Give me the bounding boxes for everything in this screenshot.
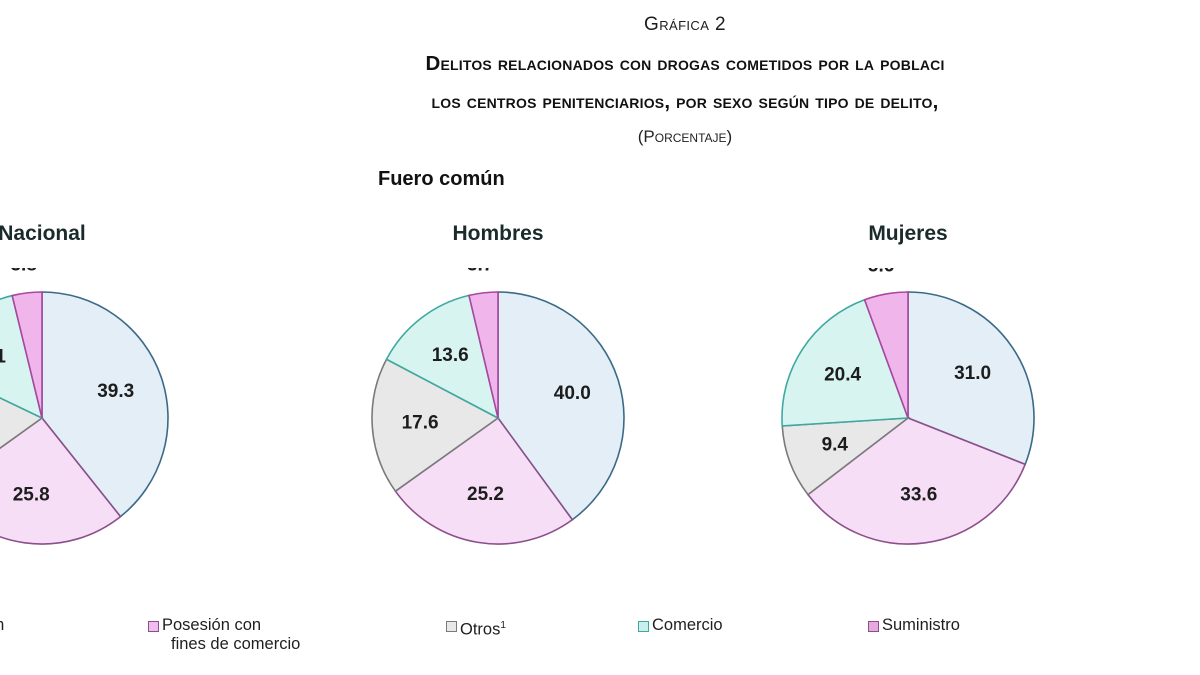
pie-slice — [468, 291, 499, 419]
pie-slice — [907, 291, 1035, 466]
pie-slice — [371, 358, 500, 493]
legend-swatch-otros-icon — [446, 621, 457, 632]
pie-slice — [41, 291, 169, 518]
pie-slice-value-label: 20.4 — [824, 364, 861, 385]
pie-slice — [394, 416, 574, 545]
chart-title-line-2: los centros penitenciarios, por sexo seg… — [431, 90, 939, 113]
pie-slice-value-label: 25.2 — [467, 484, 504, 505]
legend-label-suministro: Suministro — [882, 616, 960, 634]
section-label-fuero-comun: Fuero común — [378, 168, 505, 190]
pie-title-mujeres: Mujeres — [868, 222, 948, 245]
pie-chart-hombres: 40.0 25.2 17.6 13.6 3.7 — [358, 268, 638, 568]
legend-swatch-suministro-icon — [868, 621, 879, 632]
pie-slice-value-label: 4.1 — [0, 346, 6, 367]
pie-slice — [781, 298, 910, 427]
legend-item-suministro[interactable]: Suministro — [868, 616, 960, 635]
pie-panel-mujeres: Mujeres 31.0 33.6 9.4 20.4 5.6 — [758, 210, 1058, 580]
pie-chart-mujeres: 31.0 33.6 9.4 20.4 5.6 — [768, 268, 1048, 568]
legend-label-otros: Otros1 — [460, 620, 506, 639]
legend-label-posesion: ón — [0, 616, 4, 635]
pie-slice-value-label: 39.3 — [97, 381, 134, 402]
pie-slice-value-label: 3.7 — [467, 268, 493, 275]
pie-chart-nacional: 39.325.87.04.13.8 — [0, 268, 182, 568]
legend-swatch-comercio-icon — [638, 621, 649, 632]
legend-item-posesion[interactable]: ón — [0, 616, 4, 635]
chart-title-line-1: Delitos relacionados con drogas cometido… — [425, 52, 945, 75]
legend-item-posesion-con-fines-de-comercio[interactable]: Posesión con fines de comercio — [148, 616, 300, 654]
chart-unit-subtitle: (Porcentaje) — [637, 127, 733, 146]
pie-slice — [11, 291, 43, 419]
pie-slice-value-label: 17.6 — [402, 412, 439, 433]
legend-label-comercio: Comercio — [652, 616, 723, 634]
pie-slice — [806, 417, 1027, 545]
pie-slice-value-label: 33.6 — [900, 484, 937, 505]
pie-title-nacional: Nacional — [0, 222, 86, 245]
pie-slice-value-label: 3.8 — [10, 268, 36, 275]
pie-slice — [385, 294, 500, 420]
pie-slice — [863, 291, 909, 419]
legend-item-otros[interactable]: Otros1 — [446, 616, 506, 640]
pie-panel-hombres: Hombres 40.0 25.2 17.6 13.6 3.7 — [348, 210, 648, 580]
pie-slice-value-label: 31.0 — [954, 363, 991, 384]
pie-slice-value-label: 25.8 — [13, 484, 50, 505]
graph-number: Gráfica 2 — [644, 14, 726, 35]
legend-item-comercio[interactable]: Comercio — [638, 616, 723, 635]
pie-slice — [0, 397, 44, 450]
legend-label-posesion-con-fines-de-comercio: Posesión con fines de comercio — [162, 616, 301, 653]
pie-slice-value-label: 9.4 — [822, 434, 849, 455]
pie-title-hombres: Hombres — [452, 222, 544, 245]
pie-panel-nacional: Nacional 39.325.87.04.13.8 — [0, 210, 192, 580]
pie-slice-value-label: 13.6 — [432, 345, 469, 366]
legend-swatch-posesion-con-fines-de-comercio-icon — [148, 621, 159, 632]
pie-slice-value-label: 40.0 — [554, 383, 591, 404]
chart-header: Gráfica 2 Delitos relacionados con droga… — [0, 0, 1200, 150]
pie-slice — [0, 416, 122, 545]
pie-slice-value-label: 5.6 — [868, 268, 894, 277]
pie-slice — [497, 291, 625, 521]
pie-slice — [0, 294, 44, 420]
